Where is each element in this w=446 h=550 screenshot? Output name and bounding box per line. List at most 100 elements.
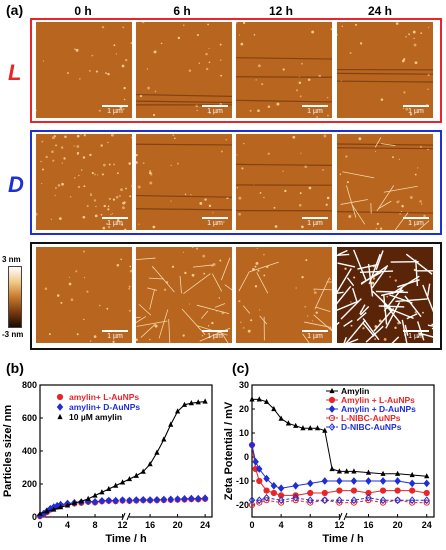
scale-bar: 1 µm xyxy=(102,105,128,115)
colorbar-top-label: 3 nm xyxy=(2,255,21,264)
data-point xyxy=(408,496,416,505)
data-point xyxy=(365,477,372,485)
series-2 xyxy=(37,398,208,516)
data-point xyxy=(365,493,372,502)
column-header-6h: 6 h xyxy=(173,4,191,18)
data-point xyxy=(167,495,174,504)
legend-label: amylin+ D-AuNPs xyxy=(69,402,140,412)
data-point xyxy=(105,496,113,505)
data-point xyxy=(277,496,285,505)
y-axis-label: Particles size/ nm xyxy=(2,405,14,498)
legend-label: amylin+ L-AuNPs xyxy=(69,392,139,402)
data-point xyxy=(133,496,140,504)
series-line xyxy=(251,444,427,489)
legend-label: L-NIBC-AuNPs xyxy=(341,413,401,423)
panel-b-letter: (b) xyxy=(6,360,24,376)
data-point xyxy=(424,473,430,479)
data-point xyxy=(336,496,343,505)
scale-bar-label: 1 µm xyxy=(107,333,123,340)
data-point xyxy=(51,506,57,512)
data-point xyxy=(394,477,401,485)
data-point xyxy=(126,475,133,482)
x-tick-label: 8 xyxy=(93,520,98,530)
data-point xyxy=(160,495,168,504)
data-point xyxy=(92,492,98,498)
data-point xyxy=(263,474,270,483)
data-point xyxy=(112,496,119,505)
scale-bar-label: 1 µm xyxy=(408,333,424,340)
data-point xyxy=(263,487,270,494)
data-point xyxy=(194,494,202,503)
row-frame-control xyxy=(30,242,442,350)
data-point xyxy=(106,485,112,492)
data-point xyxy=(278,499,285,506)
panel-c-letter: (c) xyxy=(232,360,250,376)
legend-marker xyxy=(57,413,63,420)
scale-bar-label: 1 µm xyxy=(307,333,323,340)
x-tick-label: 8 xyxy=(308,520,313,530)
data-point xyxy=(292,493,299,502)
chart-particle-size: 0 4 8 12 16 20 24 0 200 400 600 800 Time / h Particle… xyxy=(2,380,213,545)
y-tick-label: 10 xyxy=(239,428,249,438)
scale-bar: 1 µm xyxy=(302,105,328,115)
data-point xyxy=(147,461,153,467)
series-1 xyxy=(248,441,430,499)
data-point xyxy=(98,496,106,505)
afm-image: 1 µm xyxy=(337,247,433,343)
afm-image: 1 µm xyxy=(236,22,332,118)
data-point xyxy=(379,477,387,485)
data-point xyxy=(379,487,387,494)
data-point xyxy=(293,422,299,428)
row-frame-D xyxy=(30,130,442,235)
scale-bar-label: 1 µm xyxy=(408,220,424,227)
series-4 xyxy=(248,493,430,505)
data-point xyxy=(175,408,181,414)
scale-bar: 1 µm xyxy=(302,217,328,227)
data-point xyxy=(307,425,313,431)
data-point xyxy=(181,401,188,407)
data-point xyxy=(263,497,270,504)
column-header-12h: 12 h xyxy=(268,4,293,18)
y-tick-label: 0 xyxy=(32,512,37,522)
scale-bar: 1 µm xyxy=(302,330,328,340)
legend-label: Amylin + D-AuNPs xyxy=(341,404,416,414)
y-tick-label: 200 xyxy=(22,479,37,489)
data-point xyxy=(306,479,314,488)
data-point xyxy=(423,479,430,488)
scale-bar: 1 µm xyxy=(403,330,429,340)
afm-image: 1 µm xyxy=(236,134,332,230)
data-point xyxy=(329,465,335,472)
data-point xyxy=(285,420,291,426)
data-point xyxy=(119,479,126,485)
data-point xyxy=(113,482,119,488)
data-point xyxy=(350,487,358,494)
data-point xyxy=(379,496,387,505)
data-point xyxy=(44,508,50,514)
row-frame-L xyxy=(30,18,442,123)
row-label-L: L xyxy=(8,60,22,85)
x-tick-label: 0 xyxy=(37,520,42,530)
scale-bar: 1 µm xyxy=(403,217,429,227)
data-point xyxy=(336,468,342,474)
axis-break-marks xyxy=(338,512,348,521)
data-point xyxy=(395,470,401,476)
legend-marker xyxy=(328,396,336,404)
data-point xyxy=(351,468,357,474)
data-point xyxy=(256,465,263,473)
x-axis-label: Time / h xyxy=(105,533,147,545)
data-point xyxy=(188,400,194,406)
data-point xyxy=(249,396,255,402)
scale-bar: 1 µm xyxy=(102,217,128,227)
scale-bar-label: 1 µm xyxy=(107,108,123,115)
x-axis-label: Time / h xyxy=(322,533,364,545)
data-point xyxy=(365,469,372,475)
scale-bar-label: 1 µm xyxy=(408,108,424,115)
scale-bar-label: 1 µm xyxy=(107,220,123,227)
data-point xyxy=(394,496,401,505)
data-point xyxy=(394,487,401,494)
data-point xyxy=(336,487,343,494)
afm-image: 1 µm xyxy=(337,22,433,118)
data-point xyxy=(336,477,343,485)
